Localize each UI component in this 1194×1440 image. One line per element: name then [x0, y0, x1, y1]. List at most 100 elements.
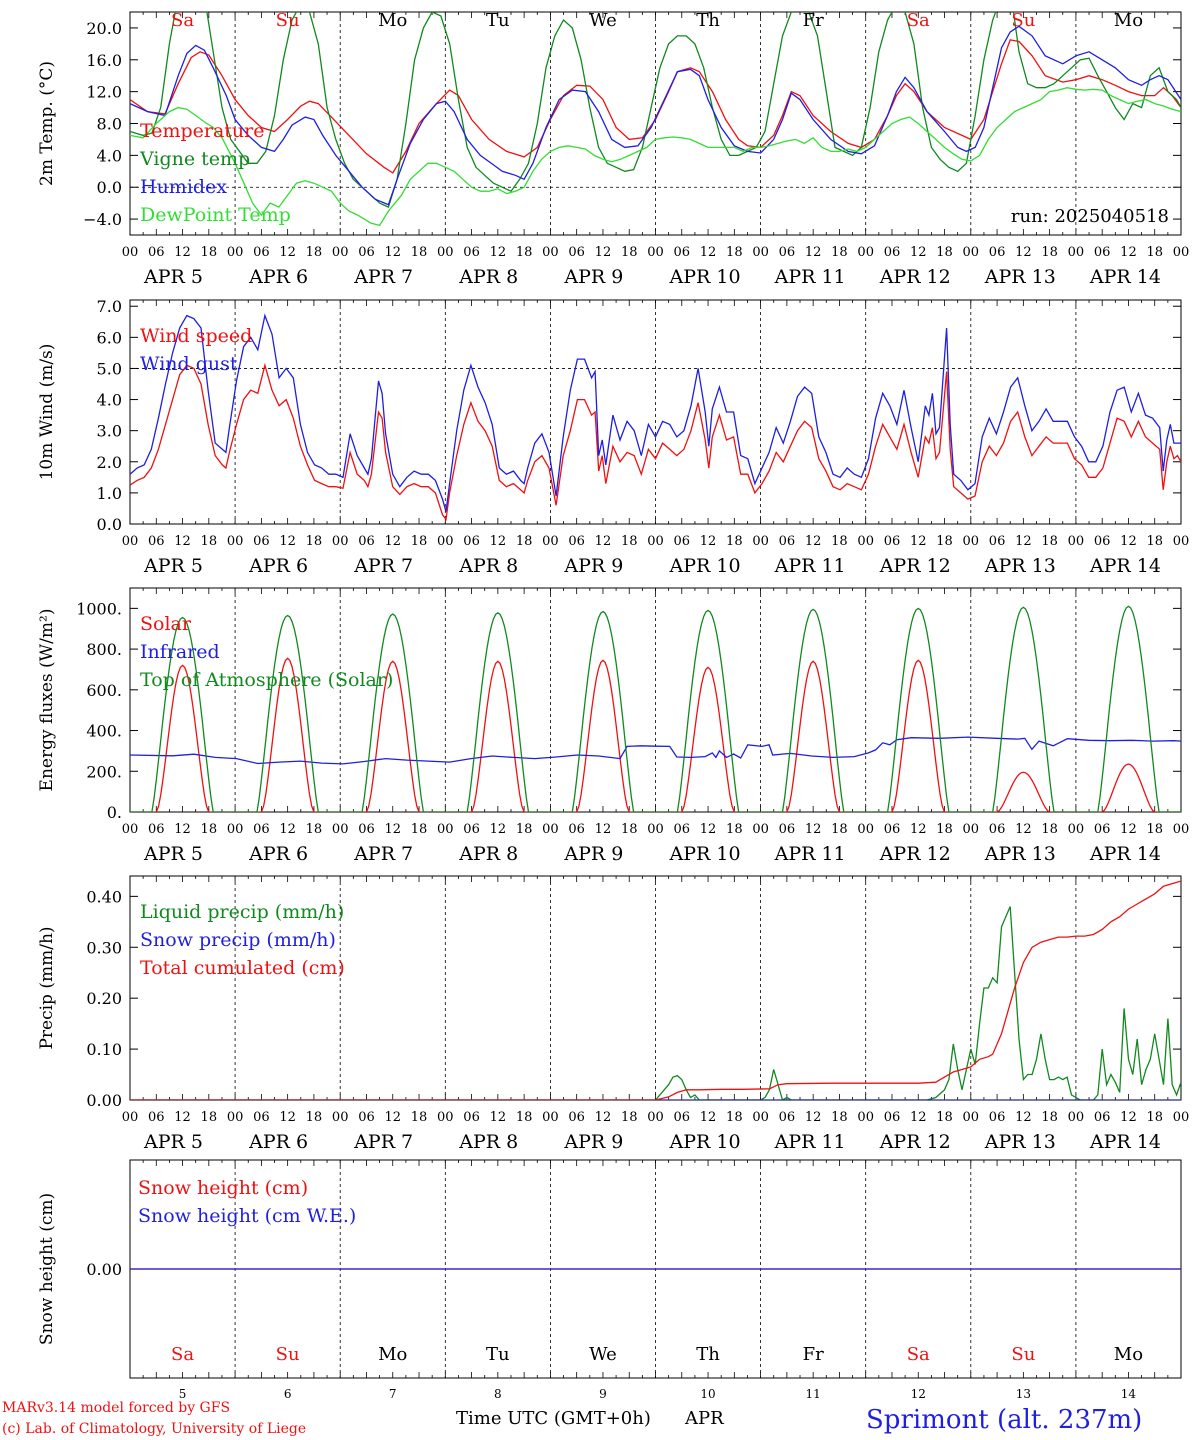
- hour-label: 06: [253, 534, 270, 549]
- weekday-label: We: [589, 10, 617, 31]
- hour-label: 00: [332, 245, 349, 260]
- hour-label: 00: [1068, 534, 1085, 549]
- hour-label: 00: [332, 1110, 349, 1125]
- hour-label: 12: [490, 534, 507, 549]
- hour-label: 18: [1041, 245, 1058, 260]
- hour-label: 18: [621, 534, 638, 549]
- date-label: APR 5: [143, 843, 203, 865]
- series-line-top-of-atmosphere-solar-: [130, 605, 1181, 812]
- hour-label: 18: [831, 245, 848, 260]
- hour-label: 18: [201, 1110, 218, 1125]
- hour-label: 18: [516, 1110, 533, 1125]
- day-number: 10: [700, 1387, 715, 1401]
- hour-label: 00: [122, 1110, 139, 1125]
- hour-label: 18: [621, 245, 638, 260]
- weekday-label: Th: [696, 1344, 720, 1365]
- hour-label: 00: [1173, 245, 1190, 260]
- hour-label: 06: [1094, 534, 1111, 549]
- date-label: APR 6: [248, 555, 308, 577]
- hour-label: 18: [831, 822, 848, 837]
- hour-label: 12: [279, 822, 296, 837]
- y-axis-label: Energy fluxes (W/m²): [37, 609, 57, 792]
- day-number: 7: [389, 1387, 397, 1401]
- hour-label: 12: [1015, 822, 1032, 837]
- y-tick-label: 0.40: [86, 887, 122, 906]
- legend-entry: Snow precip (mm/h): [140, 929, 336, 951]
- hour-label: 00: [1068, 1110, 1085, 1125]
- date-label: APR 14: [1089, 1131, 1161, 1153]
- legend-entry: DewPoint Temp: [140, 204, 291, 226]
- hour-label: 06: [884, 534, 901, 549]
- x-axis-month: APR: [684, 1408, 724, 1429]
- weekday-label: Su: [276, 10, 300, 31]
- hour-label: 18: [1146, 245, 1163, 260]
- day-number: 11: [806, 1387, 821, 1401]
- hour-label: 12: [805, 245, 822, 260]
- y-tick-label: 1000.: [76, 599, 122, 618]
- hour-label: 12: [1015, 534, 1032, 549]
- hour-label: 00: [1173, 534, 1190, 549]
- hour-label: 06: [463, 822, 480, 837]
- hour-label: 06: [148, 534, 165, 549]
- hour-label: 18: [306, 822, 323, 837]
- weekday-label: Mo: [1114, 10, 1143, 31]
- y-tick-label: 5.0: [97, 359, 122, 378]
- hour-label: 18: [726, 245, 743, 260]
- y-tick-label: 20.0: [86, 19, 122, 38]
- station-label: Sprimont (alt. 237m): [866, 1405, 1142, 1435]
- weekday-label: Fr: [803, 1344, 824, 1365]
- hour-label: 12: [595, 1110, 612, 1125]
- hour-label: 00: [1068, 245, 1085, 260]
- y-axis-label: 2m Temp. (°C): [37, 61, 57, 186]
- hour-label: 06: [884, 245, 901, 260]
- y-tick-label: 200.: [86, 762, 122, 781]
- date-label: APR 10: [669, 843, 741, 865]
- legend-entry: Total cumulated (cm): [140, 957, 345, 979]
- hour-label: 00: [122, 534, 139, 549]
- hour-label: 18: [306, 534, 323, 549]
- series-line-temperature: [130, 39, 1181, 174]
- day-number: 13: [1016, 1387, 1031, 1401]
- legend-entry: Liquid precip (mm/h): [140, 901, 344, 923]
- hour-label: 06: [884, 822, 901, 837]
- run-annotation: run: 2025040518: [1011, 206, 1169, 227]
- legend-entry: Top of Atmosphere (Solar): [140, 669, 393, 691]
- weekday-label: Su: [1011, 1344, 1035, 1365]
- hour-label: 00: [752, 1110, 769, 1125]
- hour-label: 12: [910, 534, 927, 549]
- legend-entry: Solar: [140, 613, 192, 635]
- hour-label: 00: [332, 534, 349, 549]
- date-label: APR 5: [143, 266, 203, 288]
- hour-label: 00: [963, 1110, 980, 1125]
- day-number: 8: [494, 1387, 502, 1401]
- hour-label: 06: [674, 1110, 691, 1125]
- y-tick-label: 16.0: [86, 51, 122, 70]
- hour-label: 18: [621, 822, 638, 837]
- y-tick-label: 7.0: [97, 297, 122, 316]
- hour-label: 18: [1041, 534, 1058, 549]
- y-tick-label: 2.0: [97, 453, 122, 472]
- hour-label: 00: [437, 1110, 454, 1125]
- legend-entry: Vigne temp: [139, 148, 250, 170]
- weekday-label: Mo: [378, 1344, 407, 1365]
- hour-label: 12: [1120, 1110, 1137, 1125]
- hour-label: 18: [411, 245, 428, 260]
- hour-label: 06: [358, 534, 375, 549]
- hour-label: 06: [253, 245, 270, 260]
- date-label: APR 11: [774, 266, 846, 288]
- hour-label: 12: [384, 245, 401, 260]
- hour-label: 06: [463, 245, 480, 260]
- hour-label: 12: [595, 822, 612, 837]
- hour-label: 18: [411, 822, 428, 837]
- hour-label: 12: [1015, 245, 1032, 260]
- weekday-label: Sa: [171, 10, 194, 31]
- hour-label: 00: [857, 822, 874, 837]
- series-line-humidex: [130, 25, 1181, 206]
- date-label: APR 7: [353, 1131, 413, 1153]
- hour-label: 00: [332, 822, 349, 837]
- hour-label: 06: [989, 245, 1006, 260]
- hour-label: 18: [411, 1110, 428, 1125]
- hour-label: 18: [1146, 1110, 1163, 1125]
- hour-label: 00: [857, 534, 874, 549]
- y-tick-label: 0.: [107, 803, 122, 822]
